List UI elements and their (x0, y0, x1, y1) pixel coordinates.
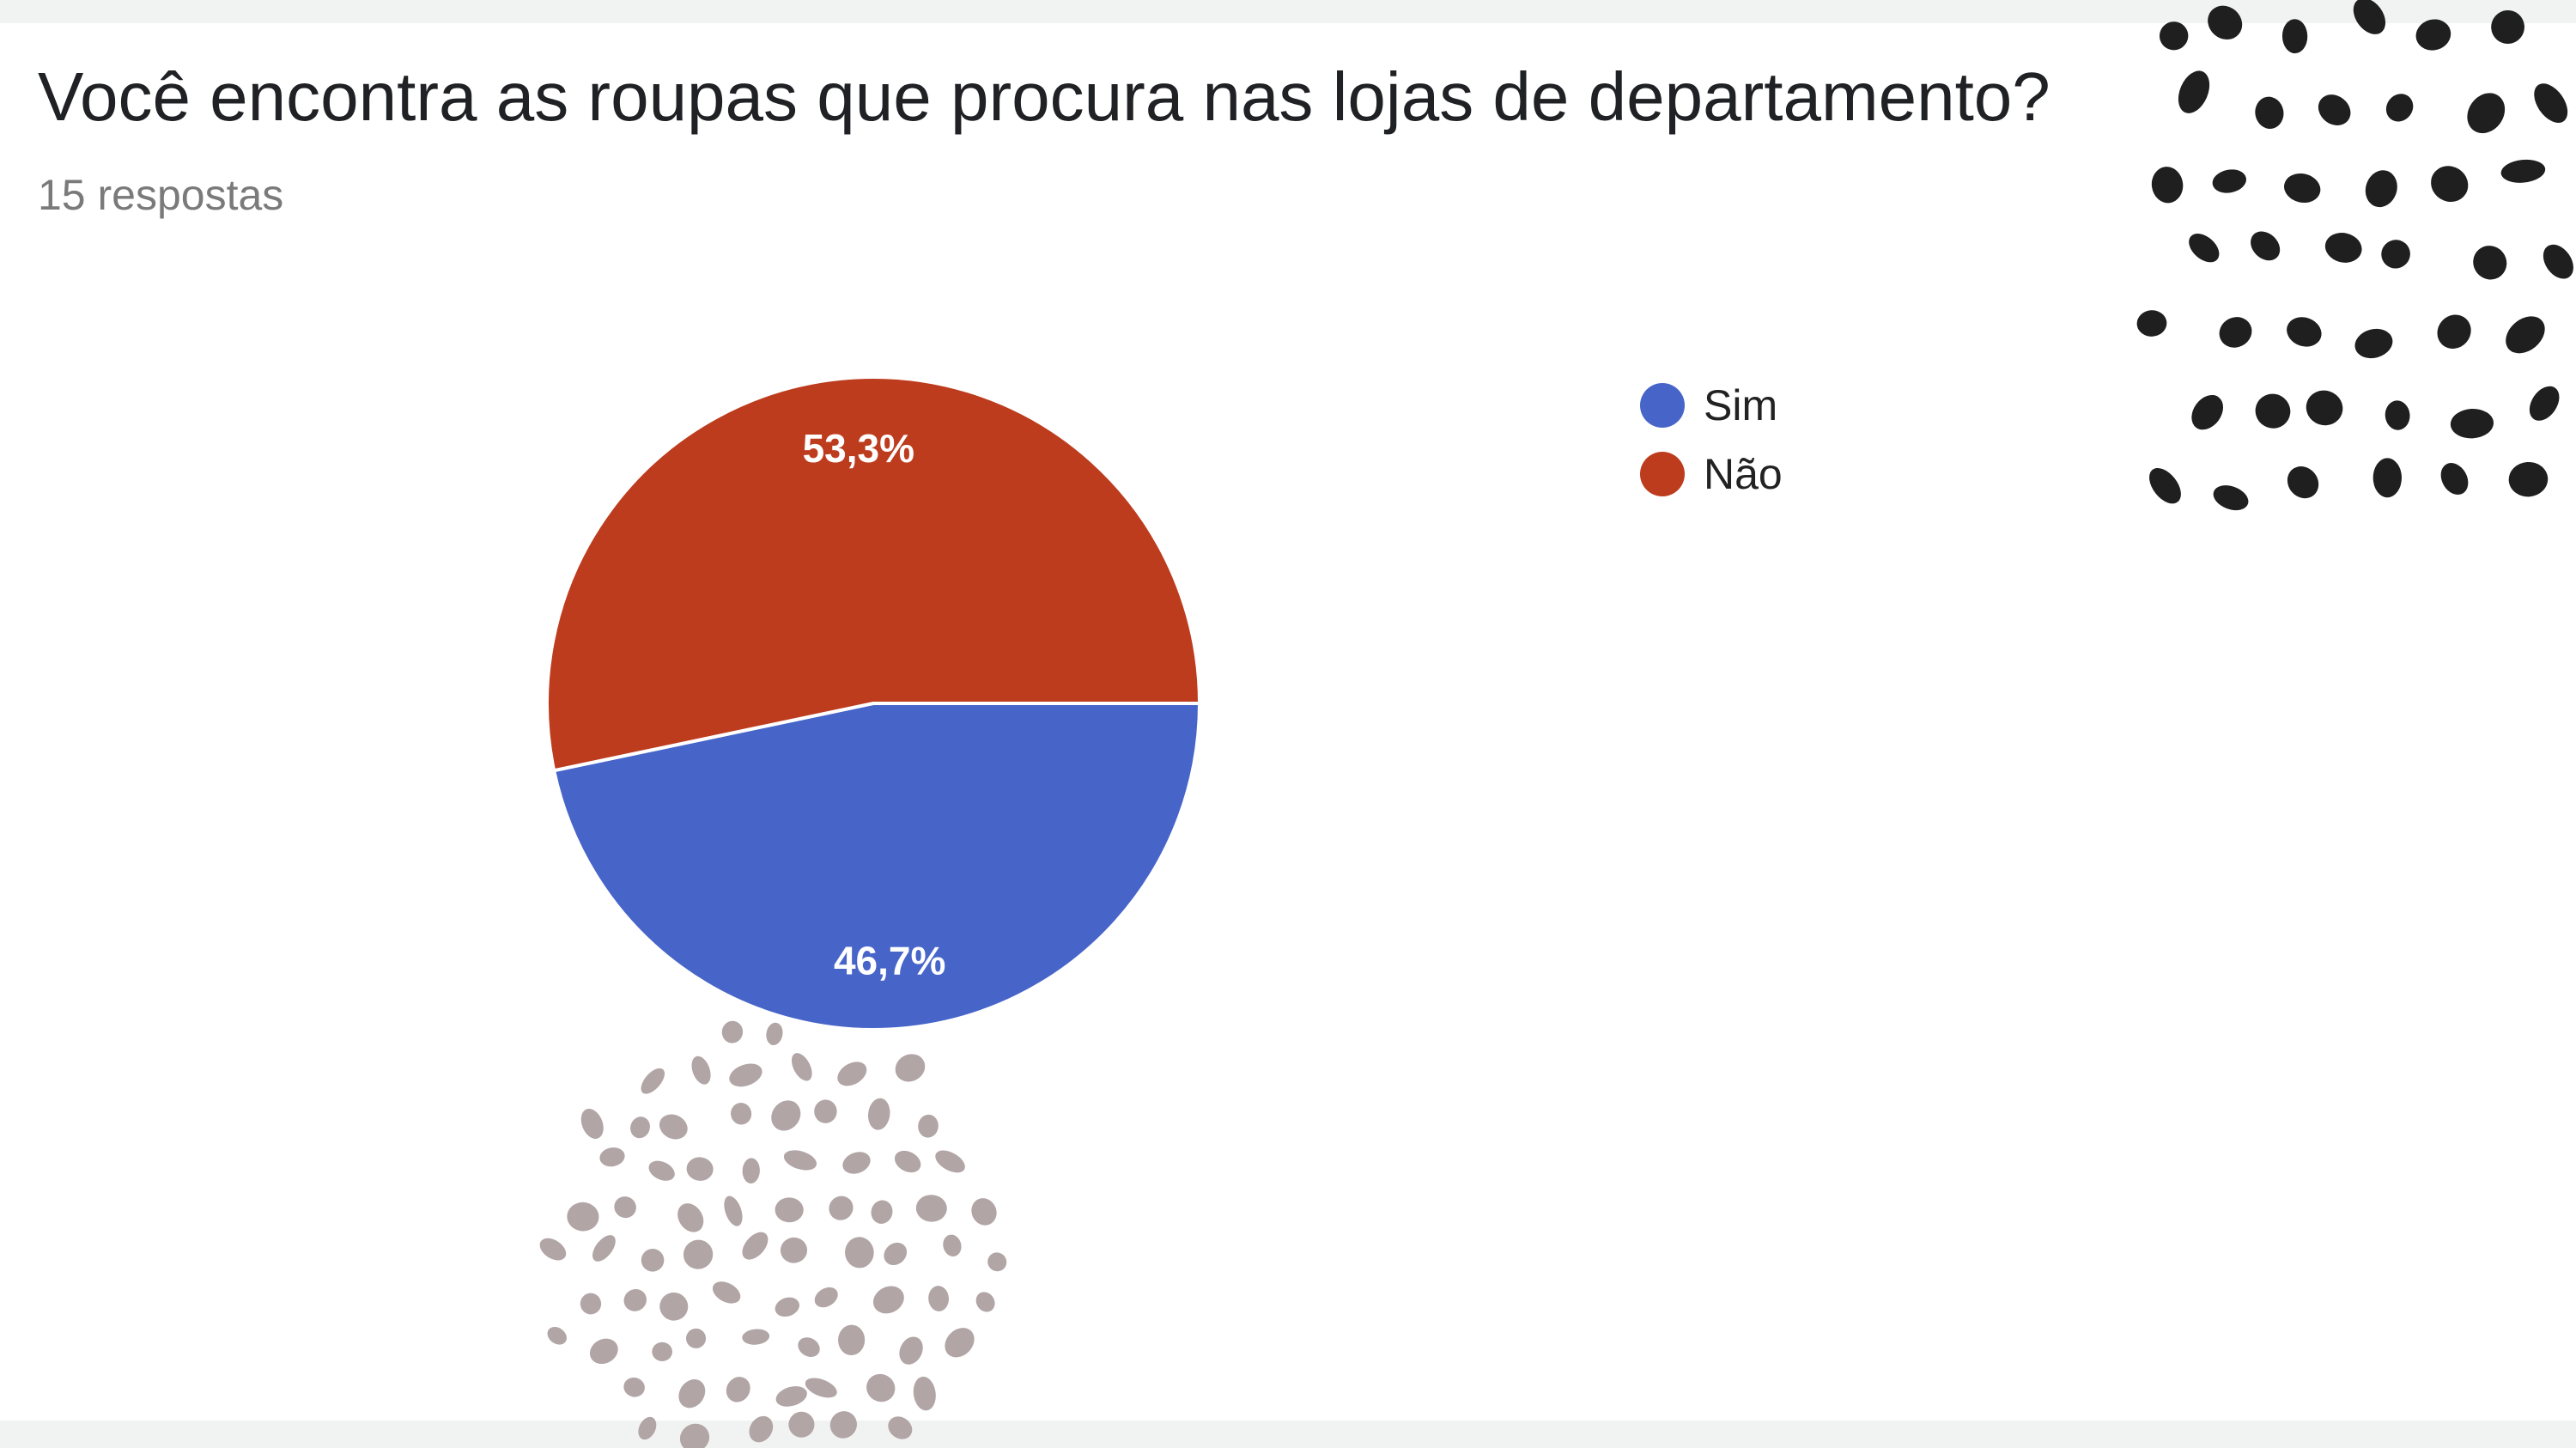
pie-label-sim: 46,7% (834, 938, 945, 983)
response-count: 15 respostas (38, 171, 284, 219)
pie-slice-no[interactable] (545, 375, 1202, 773)
legend-item-nao[interactable]: Não (1640, 440, 1783, 508)
pie-label-no: 53,3% (803, 426, 914, 471)
chart-legend: Sim Não (1640, 371, 1783, 508)
legend-swatch-nao (1640, 452, 1685, 496)
legend-label-sim: Sim (1704, 381, 1778, 429)
question-title: Você encontra as roupas que procura nas … (38, 58, 2050, 135)
chart-card: Você encontra as roupas que procura nas … (0, 23, 2576, 1421)
decor-dot-light (679, 1423, 710, 1448)
pie-slice-sim[interactable] (551, 702, 1202, 1031)
legend-item-sim[interactable]: Sim (1640, 371, 1783, 440)
pie-chart: 46,7% 53,3% (545, 375, 1202, 1031)
legend-label-nao: Não (1704, 450, 1783, 498)
legend-swatch-sim (1640, 383, 1685, 428)
